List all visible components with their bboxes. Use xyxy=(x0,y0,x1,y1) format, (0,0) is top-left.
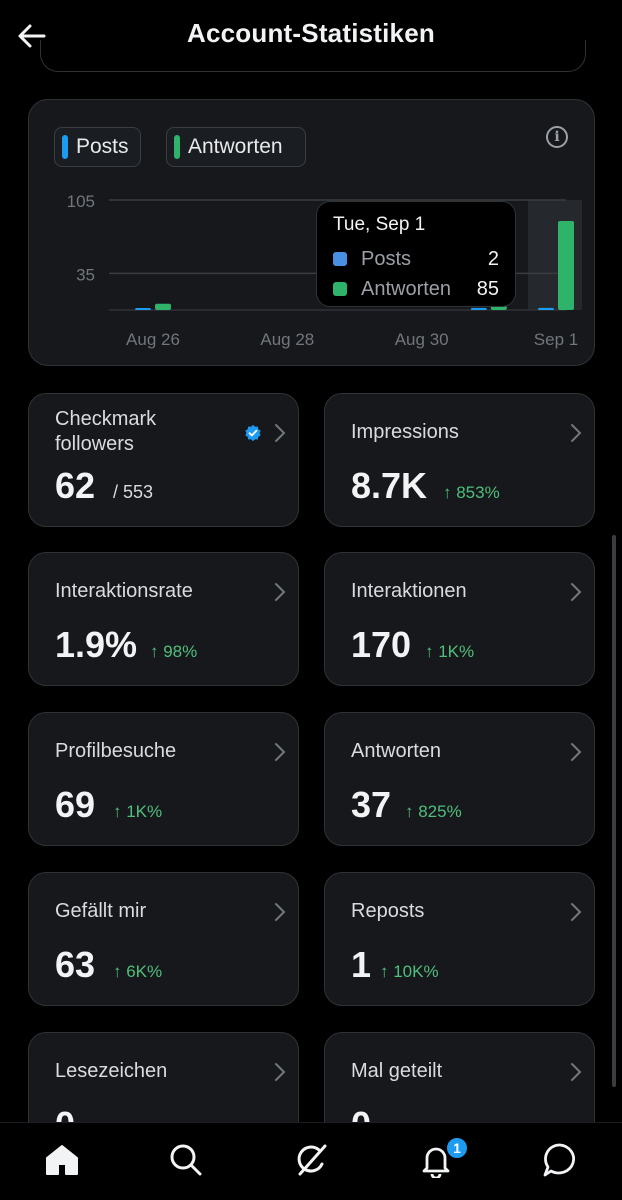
stat-value: 62 xyxy=(55,465,96,506)
scrollbar-thumb[interactable] xyxy=(612,535,616,1087)
info-icon[interactable]: i xyxy=(546,126,568,148)
stat-label: Gefällt mir xyxy=(55,900,147,922)
bar-antworten xyxy=(558,220,574,310)
stat-card-antworten[interactable]: Antworten 37 ↑ 825% xyxy=(324,712,595,846)
arrow-left-icon xyxy=(18,24,46,48)
tab-grok[interactable] xyxy=(288,1137,334,1183)
page-title: Account-Statistiken xyxy=(187,18,435,48)
tooltip-date: Tue, Sep 1 xyxy=(333,214,426,235)
stat-label: Lesezeichen xyxy=(55,1060,168,1082)
y-tick-label: 105 xyxy=(67,192,95,211)
x-tick-label: Aug 30 xyxy=(395,330,449,349)
chevron-right-icon xyxy=(571,583,582,601)
notifications-icon xyxy=(422,1147,450,1178)
stat-change: ↑ 1K% xyxy=(425,642,475,661)
stat-card-interaktionsrate[interactable]: Interaktionsrate 1.9% ↑ 98% xyxy=(28,552,299,686)
previous-card-edge xyxy=(40,40,586,72)
notification-badge: 1 xyxy=(445,1136,469,1160)
chart-tooltip: Tue, Sep 1 Posts 2 Antworten 85 xyxy=(316,201,516,307)
stat-label: Interaktionsrate xyxy=(55,580,193,602)
y-tick-label: 35 xyxy=(76,265,95,284)
bar-posts xyxy=(135,308,151,310)
legend-antworten[interactable]: Antworten xyxy=(166,127,306,167)
search-icon xyxy=(170,1144,202,1176)
bar-posts xyxy=(538,307,554,310)
stat-value: 1 xyxy=(351,944,372,985)
back-button[interactable] xyxy=(14,18,50,54)
stat-change: ↑ 10K% xyxy=(380,962,439,981)
messages-icon xyxy=(543,1143,576,1177)
stat-label: Interaktionen xyxy=(351,580,467,602)
tooltip-row-posts: Posts 2 xyxy=(333,244,499,274)
stat-label: Antworten xyxy=(351,740,442,762)
tooltip-row-antworten: Antworten 85 xyxy=(333,274,499,304)
stat-total: / 553 xyxy=(113,482,154,502)
stat-change: ↑ 825% xyxy=(405,802,462,821)
x-tick-label: Aug 28 xyxy=(260,330,314,349)
bar-chart: 105 35 Aug 26 Aug 28 Aug 30 Sep 1 xyxy=(67,192,582,349)
chevron-right-icon xyxy=(571,1063,582,1081)
legend-antworten-swatch xyxy=(174,135,180,159)
stat-card-reposts[interactable]: Reposts 1 ↑ 10K% xyxy=(324,872,595,1006)
stat-value: 63 xyxy=(55,944,96,985)
bar-antworten xyxy=(155,303,171,310)
stat-value: 8.7K xyxy=(351,465,428,506)
legend-posts-swatch xyxy=(62,135,68,159)
stat-label: Impressions xyxy=(351,421,459,443)
chevron-right-icon xyxy=(275,903,286,921)
verified-badge-icon xyxy=(245,424,261,442)
stat-value: 69 xyxy=(55,784,96,825)
stat-label: Reposts xyxy=(351,900,425,922)
bottom-tab-bar xyxy=(0,1122,622,1200)
tooltip-posts-swatch xyxy=(333,252,347,266)
legend-antworten-label: Antworten xyxy=(188,135,283,158)
tooltip-posts-name: Posts xyxy=(361,247,412,270)
header: Account-Statistiken xyxy=(0,0,622,72)
stat-card-gefaellt-mir[interactable]: Gefällt mir 63 ↑ 6K% xyxy=(28,872,299,1006)
stat-change: ↑ 853% xyxy=(443,483,500,502)
stat-value: 37 xyxy=(351,784,392,825)
x-tick-label: Aug 26 xyxy=(126,330,180,349)
chevron-right-icon xyxy=(571,743,582,761)
bar-posts xyxy=(470,307,487,310)
stat-change: ↑ 1K% xyxy=(113,802,163,821)
grok-icon xyxy=(297,1144,327,1176)
stat-card-checkmark-followers[interactable]: Checkmark followers 62 / 553 xyxy=(28,393,299,527)
stat-label: Profilbesuche xyxy=(55,740,177,762)
tooltip-posts-value: 2 xyxy=(487,247,499,270)
tooltip-antworten-swatch xyxy=(333,282,347,296)
tab-messages[interactable] xyxy=(537,1137,583,1183)
tab-home[interactable] xyxy=(39,1137,85,1183)
chevron-right-icon xyxy=(275,1063,286,1081)
tab-notifications[interactable] xyxy=(413,1137,459,1183)
chevron-right-icon xyxy=(571,903,582,921)
home-icon xyxy=(46,1145,78,1175)
chart-card: Posts Antworten i 105 35 Aug 26 Aug 28 Aug 3… xyxy=(28,99,595,366)
stat-change: ↑ 6K% xyxy=(113,962,163,981)
chevron-right-icon xyxy=(571,424,582,442)
chevron-right-icon xyxy=(275,743,286,761)
stat-card-impressions[interactable]: Impressions 8.7K ↑ 853% xyxy=(324,393,595,527)
stat-value: 170 xyxy=(351,624,412,665)
legend-posts[interactable]: Posts xyxy=(54,127,141,167)
chevron-right-icon xyxy=(275,424,286,442)
stat-label: Checkmark followers xyxy=(55,408,157,455)
stat-label: Mal geteilt xyxy=(351,1060,443,1082)
chevron-right-icon xyxy=(275,583,286,601)
tooltip-antworten-name: Antworten xyxy=(361,277,452,300)
tab-search[interactable] xyxy=(163,1137,209,1183)
stat-change: ↑ 98% xyxy=(150,642,198,661)
stat-card-profilbesuche[interactable]: Profilbesuche 69 ↑ 1K% xyxy=(28,712,299,846)
stat-card-interaktionen[interactable]: Interaktionen 170 ↑ 1K% xyxy=(324,552,595,686)
legend-posts-label: Posts xyxy=(76,135,129,158)
tooltip-antworten-value: 85 xyxy=(476,277,499,300)
x-tick-label: Sep 1 xyxy=(534,330,578,349)
stat-value: 1.9% xyxy=(55,624,138,665)
